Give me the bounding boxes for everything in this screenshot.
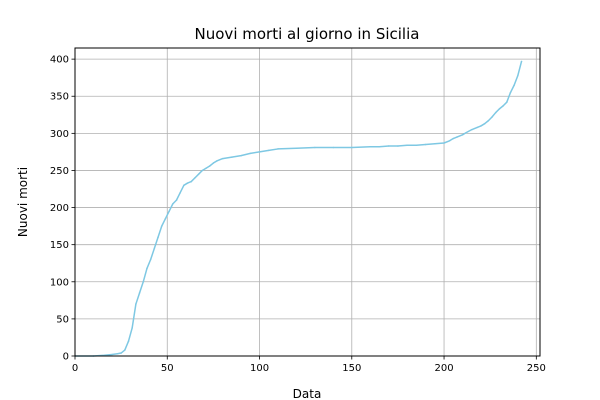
y-tick-label: 0 (63, 352, 69, 363)
data-point (397, 145, 399, 147)
data-point (456, 136, 458, 138)
data-point (190, 180, 192, 183)
y-tick-label: 350 (50, 92, 69, 103)
data-point (509, 91, 512, 94)
x-tick-label: 0 (72, 363, 78, 374)
data-point (164, 217, 167, 220)
data-point (369, 145, 371, 148)
data-point (378, 145, 381, 148)
data-point (502, 105, 504, 107)
data-point (240, 154, 242, 157)
data-point (249, 152, 252, 155)
data-point (194, 177, 196, 179)
data-point (470, 128, 473, 131)
axis-ticks: 0 50 100 150 200 250 0 50 100 150 200 250 300 350 400 (50, 55, 546, 374)
data-point (212, 162, 215, 164)
y-axis-label: Nuovi morti (16, 167, 30, 237)
data-point (138, 292, 141, 294)
data-point (387, 145, 390, 147)
x-tick-label: 50 (161, 363, 174, 374)
data-point (465, 131, 467, 134)
data-point (172, 203, 174, 205)
data-point (487, 119, 490, 122)
data-point (127, 340, 130, 342)
data-point (160, 225, 163, 227)
data-point (124, 349, 126, 351)
data-point (205, 167, 207, 169)
y-tick-label: 400 (50, 55, 69, 66)
y-tick-label: 50 (56, 314, 69, 325)
y-tick-label: 300 (50, 129, 69, 140)
data-point (183, 184, 185, 187)
data-point (197, 173, 200, 175)
data-point (216, 160, 218, 162)
data-point (498, 108, 501, 110)
data-point (153, 247, 156, 250)
x-tick-label: 100 (250, 363, 269, 374)
data-point (332, 146, 335, 149)
x-tick-label: 250 (527, 363, 546, 374)
data-point (517, 74, 519, 77)
data-point (480, 125, 482, 127)
data-point (452, 137, 455, 140)
data-point (175, 199, 178, 201)
series-layer (74, 60, 523, 357)
data-point (208, 165, 211, 167)
data-point (443, 142, 445, 144)
data-point (277, 148, 279, 150)
data-point (131, 327, 133, 329)
grid-lines (74, 48, 540, 357)
data-point (434, 142, 436, 145)
data-point (135, 303, 137, 305)
data-point (494, 111, 497, 114)
data-point (120, 352, 122, 354)
data-point (168, 210, 170, 213)
data-point (268, 149, 270, 152)
data-point (506, 101, 508, 103)
data-point (221, 157, 224, 160)
data-point (116, 353, 119, 355)
data-point (461, 134, 464, 136)
plot-area-frame (74, 47, 541, 357)
data-point (476, 126, 479, 129)
data-point (513, 84, 515, 86)
data-point (231, 156, 233, 158)
data-point (491, 116, 493, 118)
data-point (448, 140, 451, 142)
data-point (186, 182, 189, 184)
x-axis-label: Data (293, 387, 322, 400)
data-point (415, 144, 418, 146)
data-point (483, 122, 486, 125)
data-point (520, 60, 523, 63)
data-point (179, 191, 181, 194)
x-tick-label: 200 (435, 363, 454, 374)
y-tick-label: 250 (50, 166, 69, 177)
data-point (201, 169, 204, 172)
data-point (142, 281, 145, 283)
data-point (406, 144, 408, 146)
y-tick-label: 100 (50, 277, 69, 288)
data-point (149, 258, 152, 261)
data-point (258, 151, 261, 153)
data-point (157, 236, 159, 238)
data-point (146, 267, 148, 270)
x-tick-label: 150 (342, 363, 361, 374)
data-point (351, 146, 353, 149)
data-point (295, 147, 298, 149)
data-point (111, 353, 113, 356)
y-tick-label: 150 (50, 240, 69, 251)
y-tick-label: 200 (50, 203, 69, 214)
data-point (424, 143, 427, 146)
chart-title: Nuovi morti al giorno in Sicilia (195, 25, 420, 43)
data-point (314, 146, 316, 149)
